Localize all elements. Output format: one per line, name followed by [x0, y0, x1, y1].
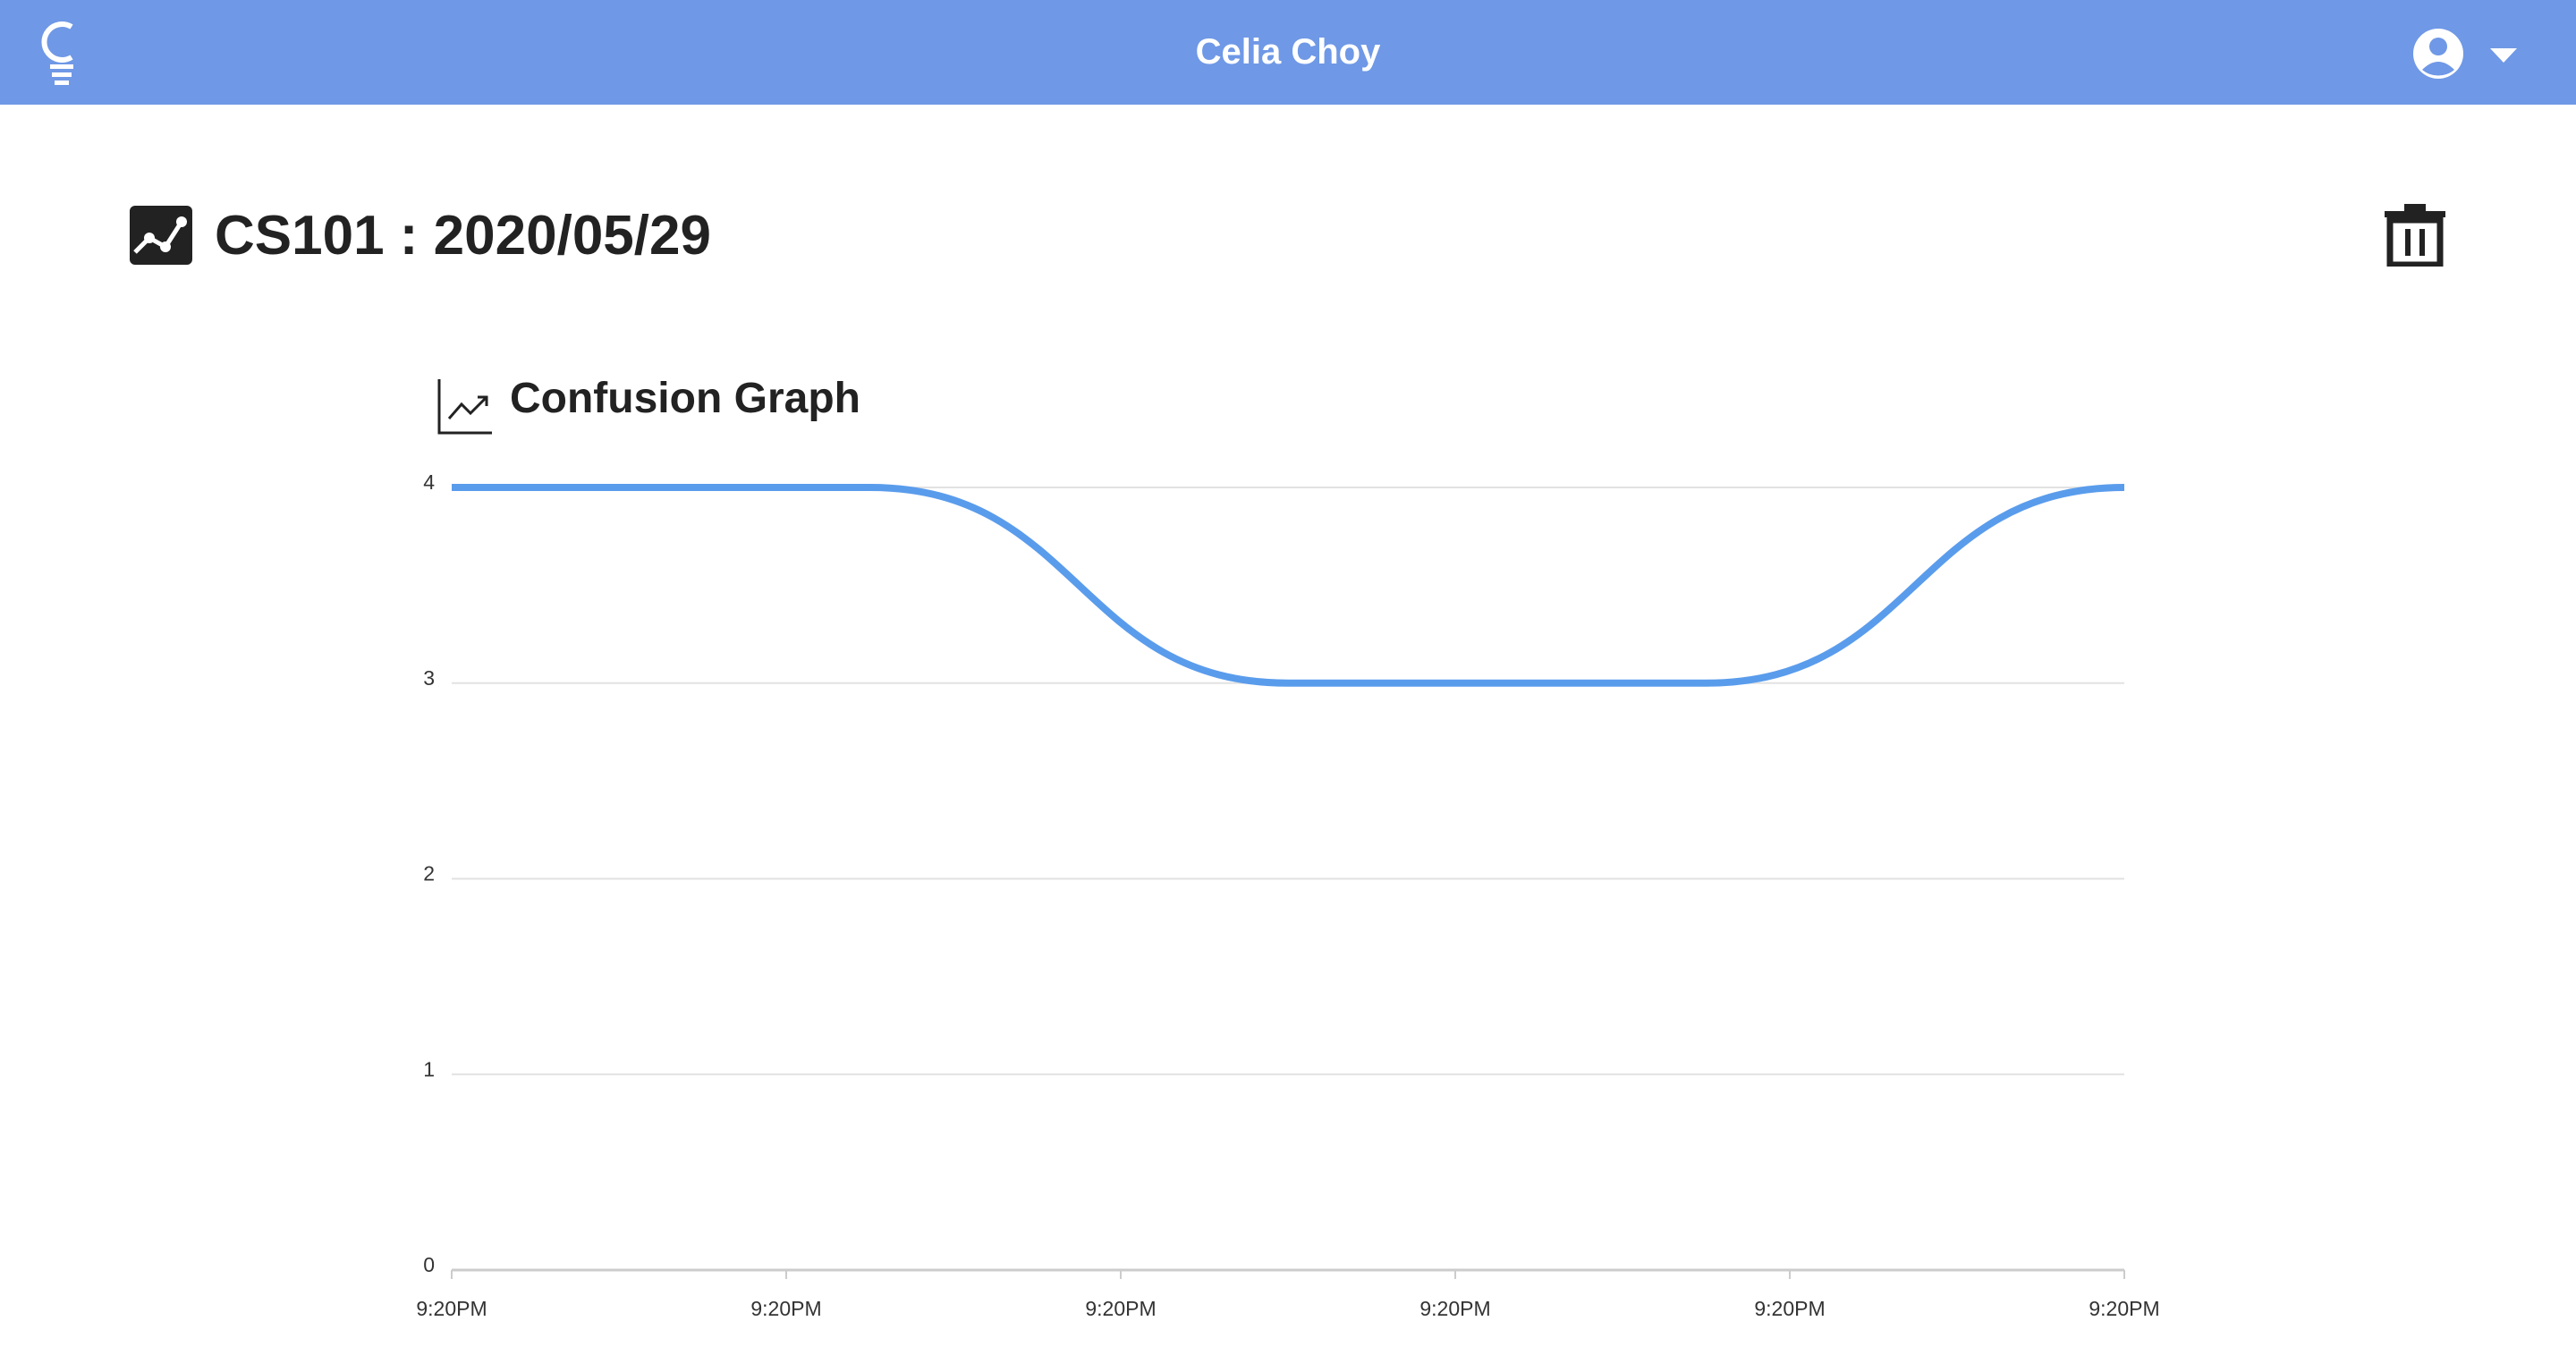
- logo[interactable]: [38, 20, 86, 88]
- y-tick-label: 4: [423, 470, 435, 494]
- y-tick-label: 2: [423, 862, 435, 885]
- y-tick-label: 0: [423, 1253, 435, 1276]
- x-tick-label: 9:20PM: [750, 1297, 821, 1320]
- x-tick-label: 9:20PM: [1754, 1297, 1825, 1320]
- analytics-icon: [130, 206, 192, 265]
- y-tick-label: 3: [423, 666, 435, 690]
- y-tick-label: 1: [423, 1057, 435, 1080]
- x-tick-label: 9:20PM: [1085, 1297, 1156, 1320]
- delete-button[interactable]: [2385, 204, 2445, 267]
- top-bar: Celia Choy: [0, 0, 2576, 105]
- x-tick-label: 9:20PM: [416, 1297, 487, 1320]
- chart-icon: [437, 379, 492, 435]
- x-tick-label: 9:20PM: [2089, 1297, 2159, 1320]
- data-line: [451, 483, 2125, 687]
- page-title: CS101 : 2020/05/29: [215, 205, 711, 267]
- user-name: Celia Choy: [1195, 32, 1381, 72]
- user-menu[interactable]: [2411, 27, 2519, 80]
- chart-title: Confusion Graph: [510, 375, 860, 422]
- x-tick-label: 9:20PM: [1419, 1297, 1490, 1320]
